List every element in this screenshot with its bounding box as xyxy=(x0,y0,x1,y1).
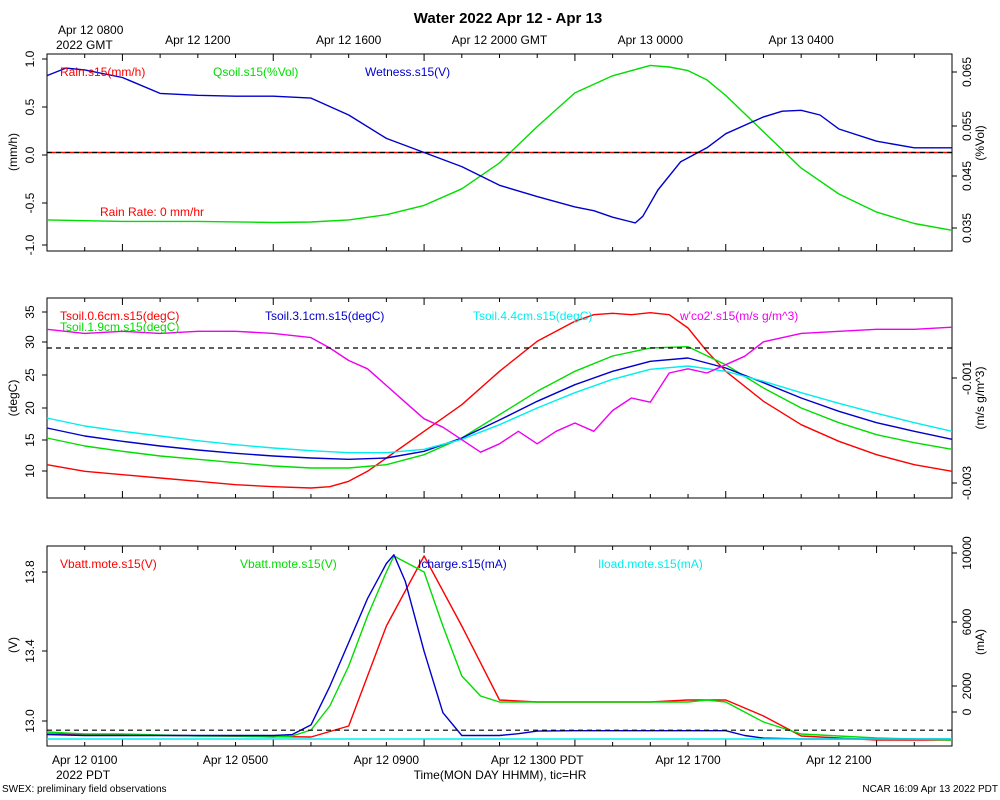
y-axis-label-left: (degC) xyxy=(6,380,20,417)
y-axis-label-left: (mm/h) xyxy=(6,133,20,171)
panel-rain-soil-moisture: 1.0 0.5 0.0 -0.5 -1.0 0.065 0.055 0.045 0.035 (mm… xyxy=(6,50,987,255)
y-tick-label-left: 25 xyxy=(23,368,37,382)
y-tick-label-left: 10 xyxy=(23,464,37,478)
legend-label: Rain.s15(mm/h) xyxy=(60,65,145,79)
series-line-green xyxy=(46,64,953,231)
top-axis-tick-labels: Apr 12 1200 Apr 12 1600 Apr 12 2000 GMT Apr… xyxy=(165,33,834,47)
series-line-red xyxy=(46,555,952,741)
y-tick-label-left: 13.0 xyxy=(23,709,37,733)
series-line-cyan xyxy=(46,365,953,454)
y-tick-label-right: 0.065 xyxy=(960,57,974,87)
legend-label: Vbatt.mote.s15(V) xyxy=(60,557,157,571)
top-axis-start-line2: 2022 GMT xyxy=(56,38,113,52)
y-axis-label-right: (m/s g/m^3) xyxy=(973,367,987,430)
bottom-tick-label: Apr 12 0900 xyxy=(354,753,420,767)
y-tick-label-right: 10000 xyxy=(960,536,974,570)
y-tick-label-left: 1.0 xyxy=(23,50,37,67)
y-tick-label-left: 30 xyxy=(23,335,37,349)
bottom-tick-label: Apr 12 0500 xyxy=(203,753,269,767)
y-tick-label-left: 13.8 xyxy=(23,560,37,584)
y-axis-label-right: (%Vol) xyxy=(973,125,987,160)
legend-label: Iload.mote.s15(mA) xyxy=(598,557,703,571)
y-tick-label-right: 0 xyxy=(960,708,974,715)
y-tick-label-right: -0.001 xyxy=(960,361,974,395)
panel-soil-temperature-co2: 35 30 25 20 15 10 -0.001 -0.003 (degC) (m/s g/m^3… xyxy=(6,297,987,500)
top-axis-start-line1: Apr 12 0800 xyxy=(58,23,124,37)
bottom-tick-label: Apr 12 2100 xyxy=(806,753,872,767)
legend-label: Vbatt.mote.s15(V) xyxy=(240,557,337,571)
x-axis-label: Time(MON DAY HHMM), tic=HR xyxy=(414,768,587,782)
series-line-blue xyxy=(46,357,953,460)
panel-frame xyxy=(46,545,953,747)
series-line-green xyxy=(46,555,953,741)
bottom-axis-tick-labels: Apr 12 0100 Apr 12 0500 Apr 12 0900 Apr 12 … xyxy=(52,753,872,767)
y-tick-label-left: 0.5 xyxy=(23,98,37,115)
top-tick-label: Apr 12 1200 xyxy=(165,33,231,47)
y-tick-label-left: 35 xyxy=(23,305,37,319)
bottom-tick-label: Apr 12 1300 PDT xyxy=(491,753,584,767)
y-tick-label-left: 0.0 xyxy=(23,146,37,163)
legend-label: Tsoil.4.4cm.s15(degC) xyxy=(473,309,592,323)
series-line-blue xyxy=(46,554,952,740)
panel-battery-charge: 13.8 13.4 13.0 10000 6000 2000 0 (V) (mA) Vbatt.m… xyxy=(6,536,987,747)
y-tick-label-left: 20 xyxy=(23,401,37,415)
y-tick-label-right: 0.055 xyxy=(960,111,974,141)
legend-label: w'co2'.s15(m/s g/m^3) xyxy=(679,309,798,323)
y-tick-label-right: 2000 xyxy=(960,672,974,699)
y-axis-label-right: (mA) xyxy=(973,629,987,655)
y-tick-label-right: 6000 xyxy=(960,608,974,635)
bottom-axis-start-label: 2022 PDT xyxy=(56,768,111,782)
rain-rate-annotation: Rain Rate: 0 mm/hr xyxy=(100,205,204,219)
legend-label: Wetness.s15(V) xyxy=(365,65,450,79)
legend-label: Tsoil.0.6cm.s15(degC) xyxy=(60,309,179,323)
series-line-green xyxy=(46,346,953,469)
legend-label: Qsoil.s15(%Vol) xyxy=(213,65,298,79)
figure-title: Water 2022 Apr 12 - Apr 13 xyxy=(414,10,602,27)
panel-frame xyxy=(46,297,953,499)
footer-right: NCAR 16:09 Apr 13 2022 PDT xyxy=(862,784,998,795)
y-tick-label-right: 0.045 xyxy=(960,161,974,191)
footer-left: SWEX: preliminary field observations xyxy=(2,784,167,795)
bottom-tick-label: Apr 12 1700 xyxy=(655,753,721,767)
y-tick-label-right: 0.035 xyxy=(960,213,974,243)
y-tick-label-left: -0.5 xyxy=(23,192,37,213)
top-tick-label: Apr 13 0000 xyxy=(618,33,684,47)
top-tick-label: Apr 13 0400 xyxy=(768,33,834,47)
top-tick-label: Apr 12 1600 xyxy=(316,33,382,47)
series-line-red xyxy=(46,312,953,489)
y-tick-label-left: 15 xyxy=(23,433,37,447)
series-line-blue xyxy=(46,67,952,224)
legend-label: Tsoil.3.1cm.s15(degC) xyxy=(265,309,384,323)
series-line-magenta xyxy=(46,326,953,453)
y-axis-label-left: (V) xyxy=(6,637,20,653)
legend-label: Tsoil.1.9cm.s15(degC) xyxy=(60,320,179,334)
legend-label: Icharge.s15(mA) xyxy=(418,557,507,571)
y-tick-label-left: -1.0 xyxy=(23,234,37,255)
y-tick-label-right: -0.003 xyxy=(960,466,974,500)
top-tick-label: Apr 12 2000 GMT xyxy=(452,33,548,47)
y-tick-label-left: 13.4 xyxy=(23,639,37,663)
bottom-tick-label: Apr 12 0100 xyxy=(52,753,118,767)
